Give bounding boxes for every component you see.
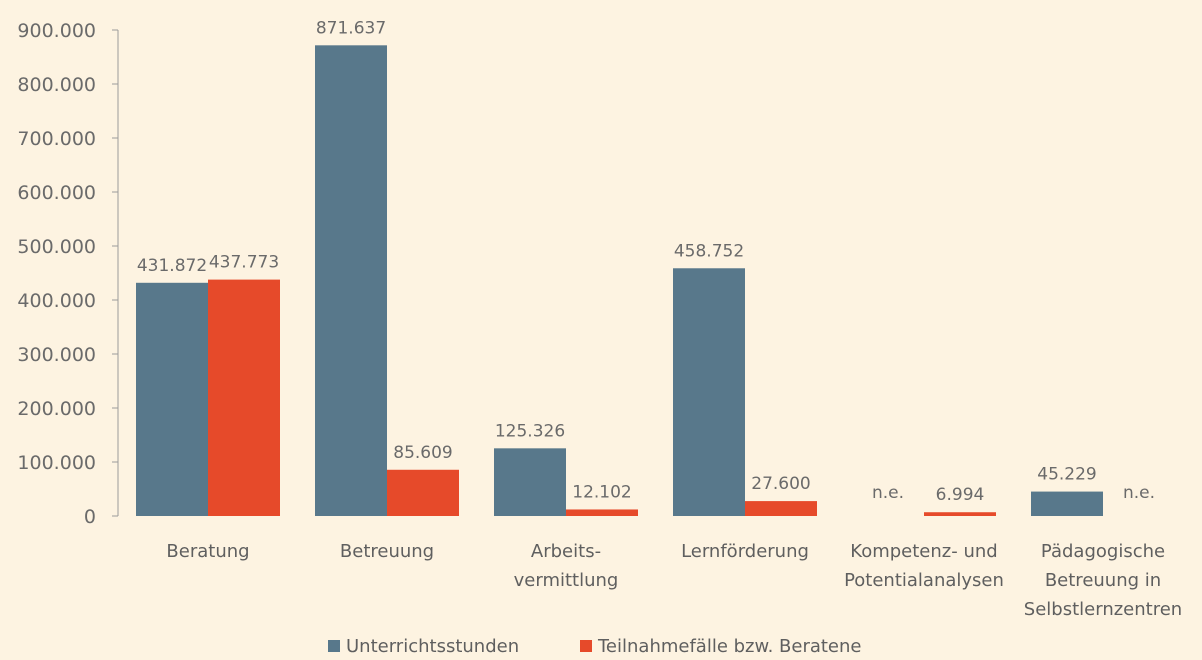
legend-swatch: [580, 640, 592, 652]
category-label: Lernförderung: [681, 541, 809, 562]
y-tick-label: 100.000: [17, 452, 96, 474]
y-tick-label: 900.000: [17, 20, 96, 42]
bar-teilnahmefaelle: [566, 509, 638, 516]
legend-label: Teilnahmefälle bzw. Beratene: [597, 636, 862, 657]
y-tick-label: 400.000: [17, 290, 96, 312]
data-label: 437.773: [209, 253, 279, 273]
category-label: vermittlung: [514, 570, 619, 591]
data-label: 27.600: [751, 474, 810, 494]
data-label: n.e.: [1123, 483, 1155, 503]
bar-teilnahmefaelle: [208, 279, 280, 516]
y-tick-label: 500.000: [17, 236, 96, 258]
category-label: Arbeits-: [531, 541, 601, 562]
category-label: Kompetenz- und: [850, 541, 997, 562]
y-tick-label: 700.000: [17, 128, 96, 150]
category-label: Selbstlernzentren: [1024, 599, 1182, 620]
data-label: 871.637: [316, 18, 386, 38]
y-tick-label: 200.000: [17, 398, 96, 420]
data-label: 125.326: [495, 421, 565, 441]
category-label: Betreuung in: [1045, 570, 1161, 591]
data-label: 85.609: [393, 443, 452, 463]
bar-unterrichtsstunden: [136, 282, 208, 516]
bar-unterrichtsstunden: [315, 45, 387, 517]
bar-teilnahmefaelle: [387, 469, 459, 516]
legend-swatch: [328, 640, 340, 652]
data-label: 6.994: [936, 485, 985, 505]
bar-unterrichtsstunden: [494, 448, 566, 516]
legend-label: Unterrichtsstunden: [346, 636, 519, 657]
data-label: n.e.: [872, 483, 904, 503]
y-tick-label: 300.000: [17, 344, 96, 366]
data-label: 12.102: [572, 482, 631, 502]
category-label: Beratung: [166, 541, 249, 562]
bar-teilnahmefaelle: [924, 512, 996, 516]
data-label: 458.752: [674, 241, 744, 261]
y-tick-label: 0: [84, 506, 96, 528]
data-label: 431.872: [137, 256, 207, 276]
category-label: Potentialanalysen: [844, 570, 1004, 591]
bar-unterrichtsstunden: [1031, 491, 1103, 516]
y-tick-label: 600.000: [17, 182, 96, 204]
bar-unterrichtsstunden: [673, 268, 745, 516]
y-tick-label: 800.000: [17, 74, 96, 96]
category-label: Betreuung: [340, 541, 434, 562]
bar-teilnahmefaelle: [745, 501, 817, 516]
category-label: Pädagogische: [1041, 541, 1165, 562]
data-label: 45.229: [1037, 465, 1096, 485]
